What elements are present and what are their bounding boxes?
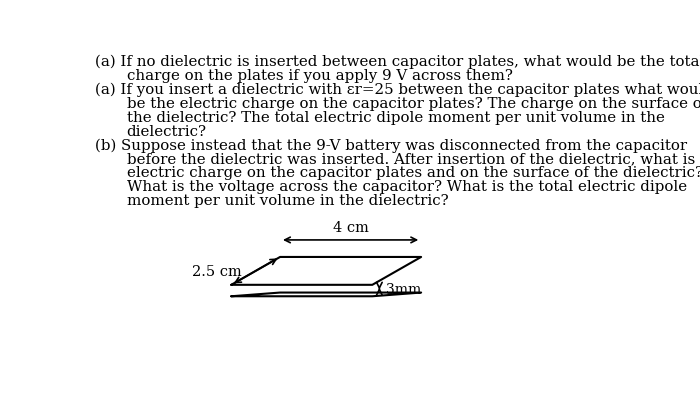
Text: charge on the plates if you apply 9 V across them?: charge on the plates if you apply 9 V ac… (127, 69, 512, 83)
Text: 4 cm: 4 cm (332, 221, 368, 235)
Text: (b) Suppose instead that the 9-V battery was disconnected from the capacitor: (b) Suppose instead that the 9-V battery… (94, 138, 687, 153)
Text: What is the voltage across the capacitor? What is the total electric dipole: What is the voltage across the capacitor… (127, 180, 687, 194)
Text: 3mm: 3mm (386, 282, 421, 296)
Text: 2.5 cm: 2.5 cm (193, 264, 242, 278)
Text: (a) If you insert a dielectric with εr=25 between the capacitor plates what woul: (a) If you insert a dielectric with εr=2… (94, 83, 700, 97)
Text: (a) If no dielectric is inserted between capacitor plates, what would be the tot: (a) If no dielectric is inserted between… (94, 55, 700, 69)
Text: electric charge on the capacitor plates and on the surface of the dielectric?: electric charge on the capacitor plates … (127, 166, 700, 180)
Text: moment per unit volume in the dielectric?: moment per unit volume in the dielectric… (127, 194, 448, 208)
Text: be the electric charge on the capacitor plates? The charge on the surface of: be the electric charge on the capacitor … (127, 97, 700, 111)
Text: the dielectric? The total electric dipole moment per unit volume in the: the dielectric? The total electric dipol… (127, 111, 664, 124)
Text: dielectric?: dielectric? (127, 124, 206, 138)
Text: before the dielectric was inserted. After insertion of the dielectric, what is t: before the dielectric was inserted. Afte… (127, 152, 700, 166)
